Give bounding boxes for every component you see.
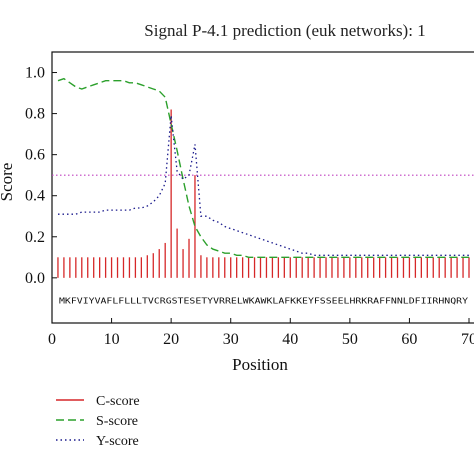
x-tick-label: 20: [163, 331, 179, 348]
legend-label-y-score: Y-score: [96, 434, 139, 449]
plot-frame: [51, 51, 474, 324]
plot-area: 0.0 0.2 0.4 0.6 0.8 1.0 0 10 20 30 40 50 60 70 MKFVIYV…: [25, 51, 474, 348]
x-tick-label: 10: [104, 331, 120, 348]
legend-label-c-score: C-score: [96, 394, 140, 409]
y-tick-label: 0.8: [25, 106, 45, 123]
legend-label-s-score: S-score: [96, 414, 138, 429]
legend: C-score S-score Y-score: [56, 394, 140, 449]
y-tick-label: 1.0: [25, 65, 45, 82]
s-score-line: [57, 77, 469, 258]
x-axis-label: Position: [232, 355, 288, 374]
x-tick-label: 50: [342, 331, 358, 348]
y-tick-label: 0.6: [25, 147, 45, 164]
x-tick-label: 60: [401, 331, 417, 348]
x-tick-label: 40: [282, 331, 298, 348]
y-axis-label: Score: [0, 163, 16, 202]
y-tick-label: 0.0: [25, 270, 45, 287]
y-tick-label: 0.2: [25, 229, 45, 246]
sequence-text: MKFVIYVAFLFLLLTVCRGSTESETYVRRELWKAWKLAFK…: [59, 295, 468, 305]
y-tick-label: 0.4: [25, 188, 45, 205]
chart-title: Signal P-4.1 prediction (euk networks): …: [144, 21, 425, 40]
x-tick-label: 0: [48, 331, 56, 348]
x-tick-label: 70: [461, 331, 474, 348]
y-score-line: [58, 115, 469, 256]
x-tick-label: 30: [223, 331, 239, 348]
